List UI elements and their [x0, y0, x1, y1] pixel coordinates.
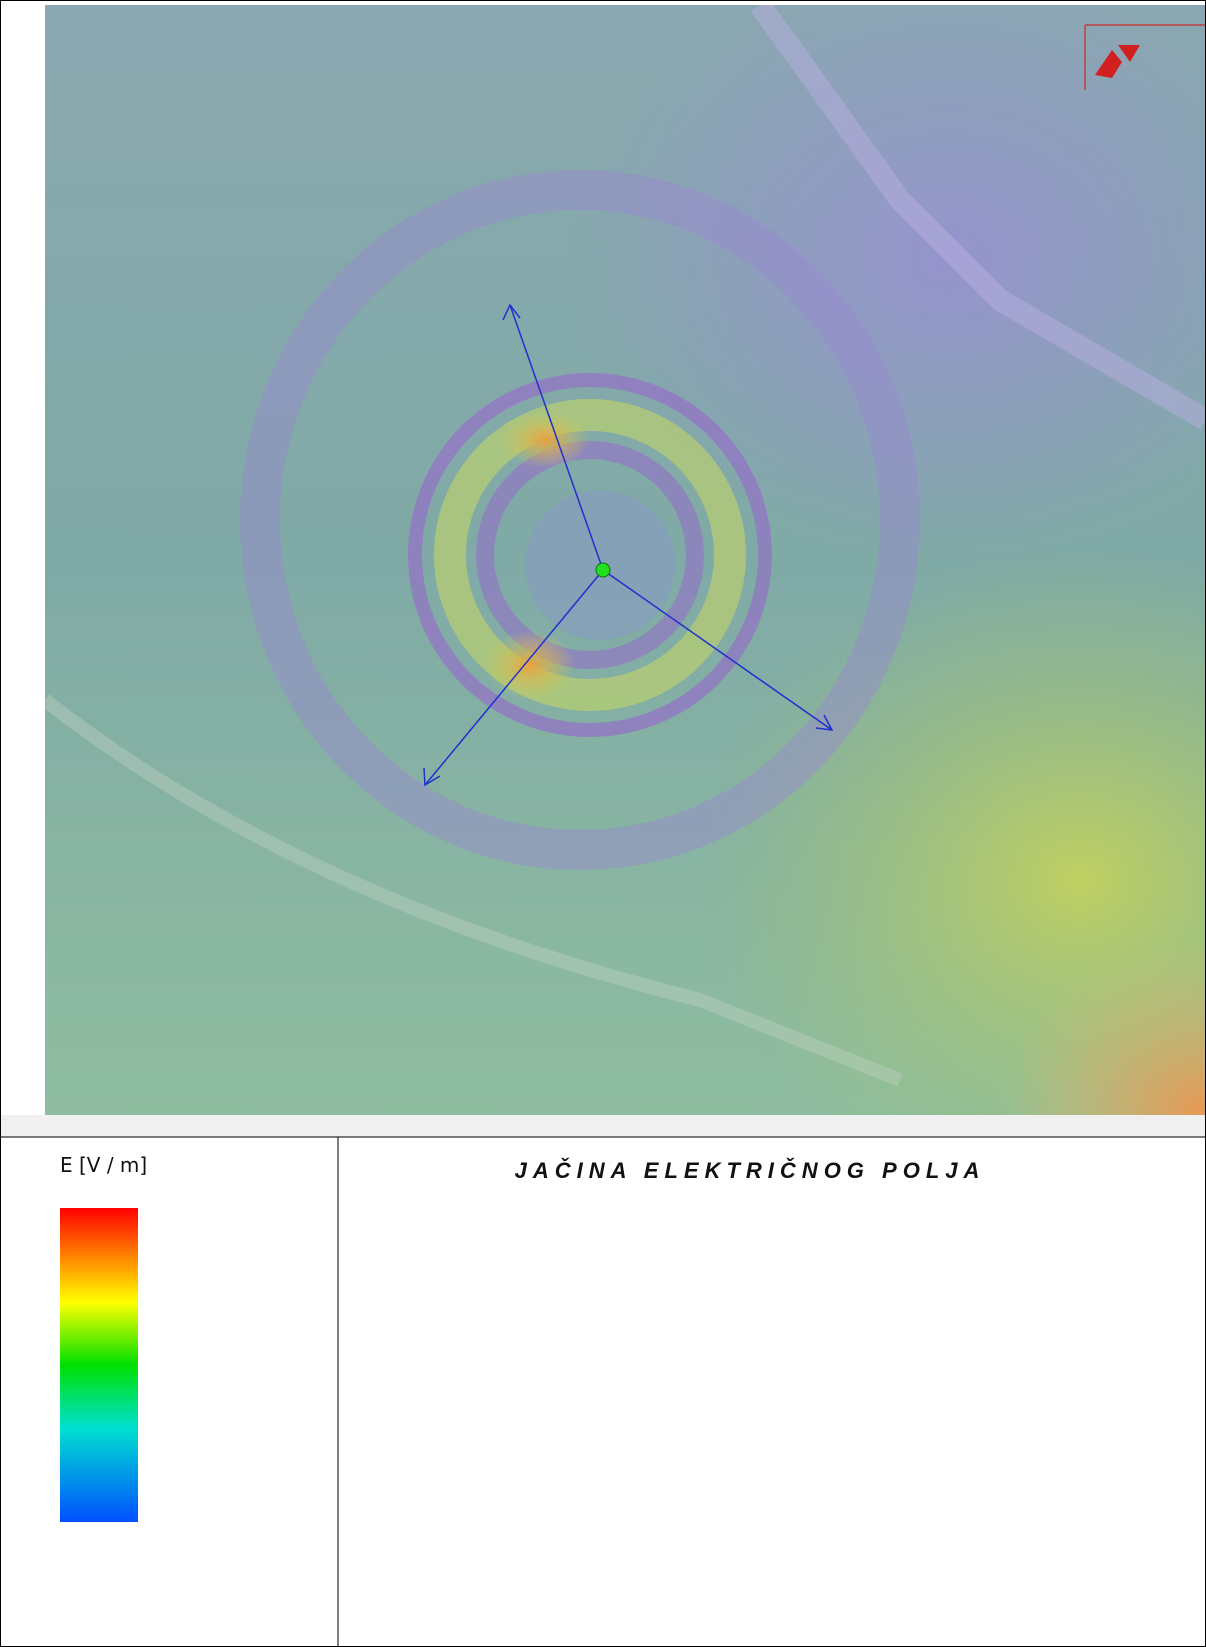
- field-peak: [485, 630, 575, 700]
- color-scale: [60, 1208, 138, 1522]
- x-axis-strip: [0, 1115, 1206, 1137]
- base-station: [596, 563, 610, 577]
- legend-title: E [V / m]: [60, 1153, 147, 1177]
- field-map-sheet: E [V / m] JAČINA ELEKTRIČNOG POLJA: [0, 0, 1206, 1647]
- info-title: JAČINA ELEKTRIČNOG POLJA: [515, 1158, 986, 1183]
- page: E [V / m] JAČINA ELEKTRIČNOG POLJA (() =…: [0, 0, 1206, 1647]
- field-peak: [500, 412, 590, 468]
- map-area: [45, 0, 1206, 1280]
